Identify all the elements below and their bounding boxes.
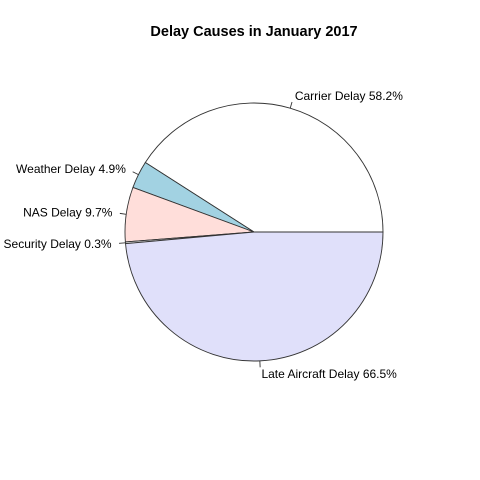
pie-labels: Carrier Delay 58.2% Weather Delay 4.9% NAS… — [4, 89, 404, 381]
leader-nas-delay — [119, 212, 127, 215]
pie-slices — [124, 102, 384, 362]
label-weather-delay: Weather Delay 4.9% — [16, 162, 126, 176]
label-late-aircraft-delay: Late Aircraft Delay 66.5% — [261, 367, 397, 381]
label-security-delay: Security Delay 0.3% — [4, 237, 112, 251]
label-nas-delay: NAS Delay 9.7% — [23, 206, 113, 220]
pie-leader-lines — [118, 101, 293, 368]
leader-security-delay — [118, 242, 126, 244]
slice-late-aircraft-delay — [125, 231, 384, 362]
label-carrier-delay: Carrier Delay 58.2% — [295, 89, 403, 103]
leader-weather-delay — [132, 171, 139, 176]
chart-title: Delay Causes in January 2017 — [150, 24, 357, 40]
leader-carrier-delay — [289, 101, 293, 109]
